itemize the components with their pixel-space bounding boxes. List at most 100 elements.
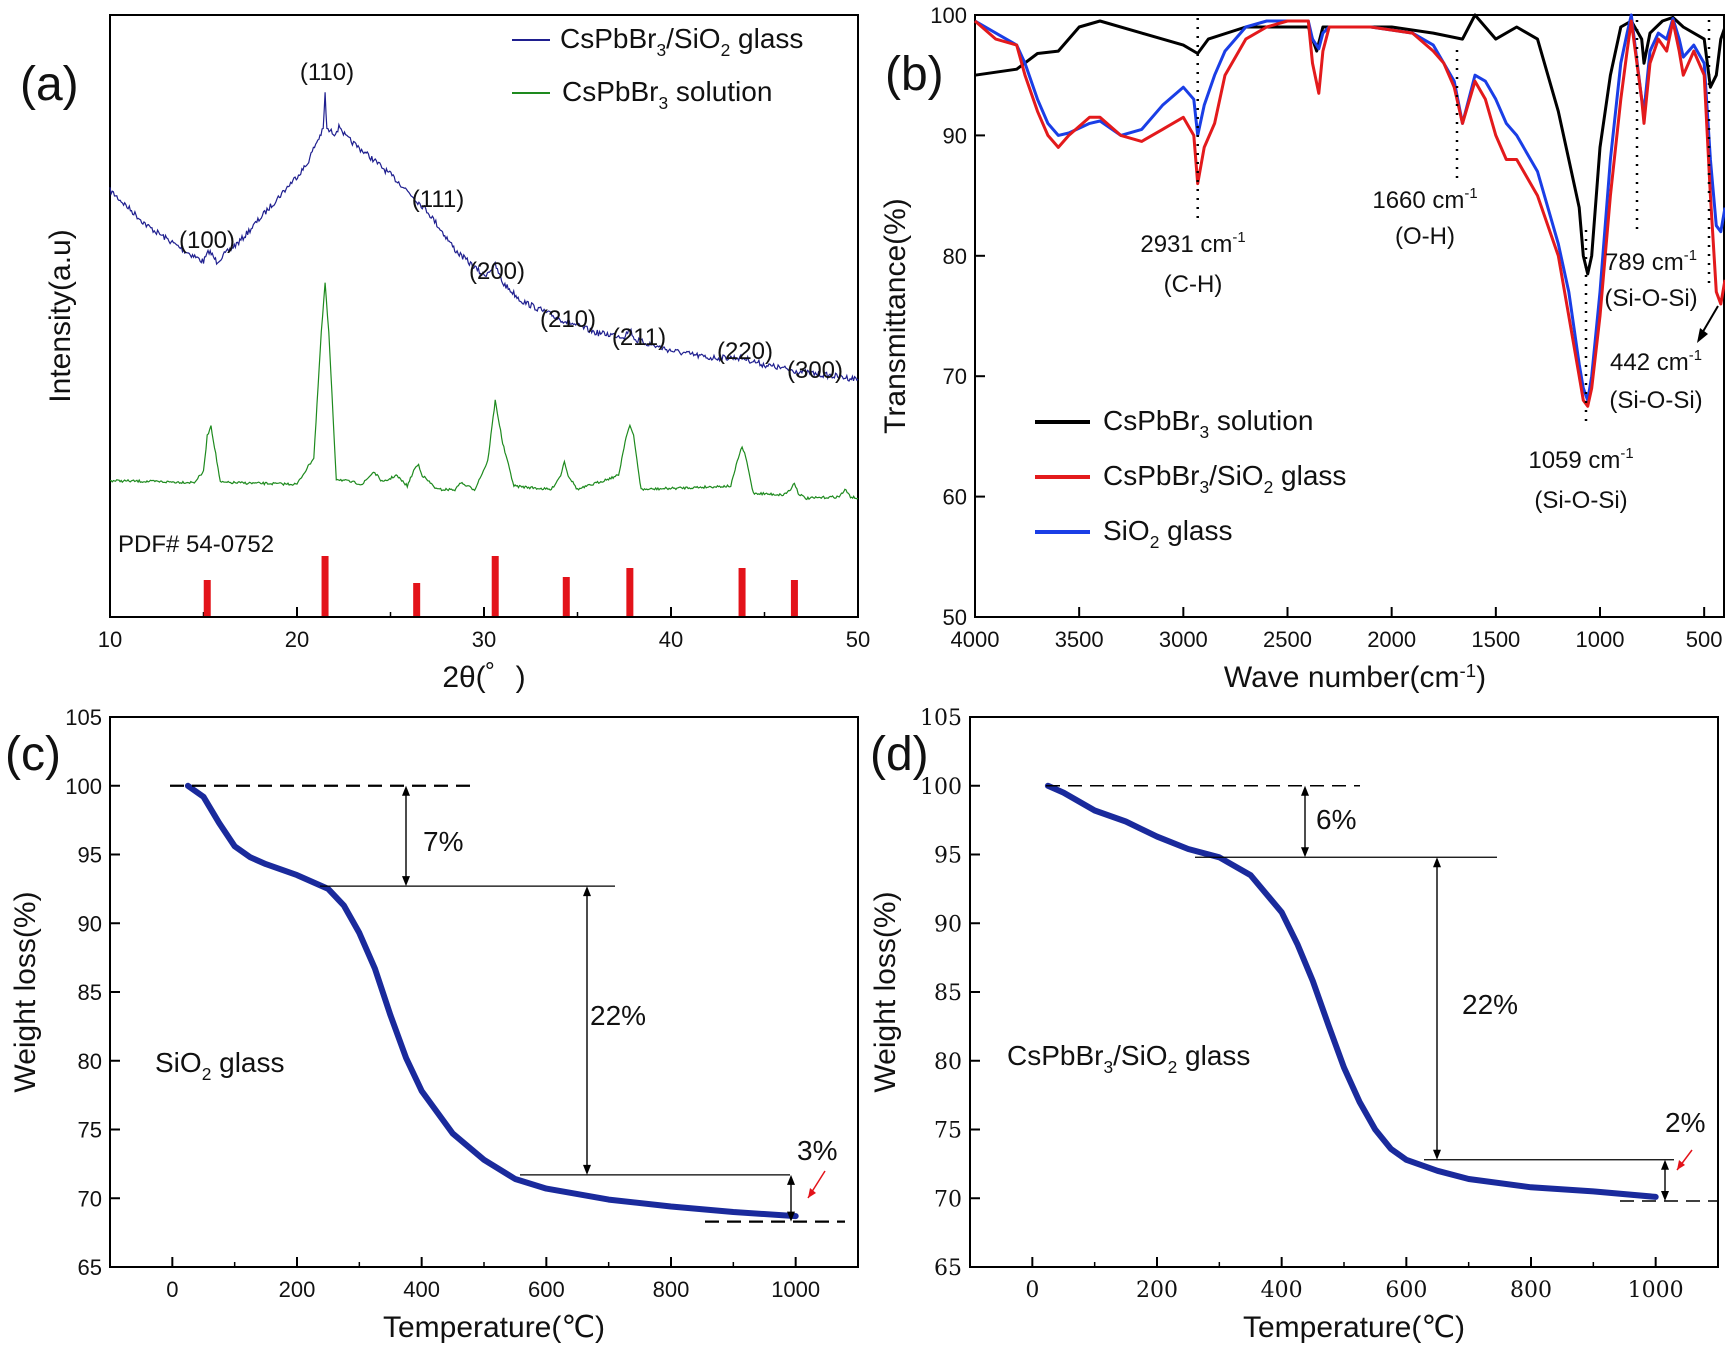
peak-label: (300) (787, 357, 843, 384)
y-tick-label: 70 (934, 1187, 962, 1212)
x-tick-label: 3000 (1159, 627, 1208, 652)
x-tick-label: 800 (1510, 1278, 1552, 1303)
step-label: 6% (1316, 804, 1356, 835)
reference-bar (491, 556, 499, 616)
y-tick-label: 100 (920, 775, 962, 800)
panel-d-tga-cspbbr3: 0 200 400 600 800 1000 65 70 75 80 85 90 95 100 105 Tem… (869, 706, 1719, 1344)
y-tick-label: 75 (78, 1118, 102, 1143)
arrowhead (1661, 1159, 1669, 1170)
series-line-cspbbr3-solution (109, 282, 859, 501)
tga-curve (184, 782, 799, 1220)
annotation-arrowhead (1697, 328, 1708, 343)
reference-bar (321, 556, 329, 616)
annotation-wavenumber: 442 cm-1 (1610, 348, 1702, 376)
x-tick-label: 40 (659, 627, 683, 652)
legend-label: CsPbBr3/SiO2 glass (1103, 460, 1346, 497)
reference-bar (562, 577, 570, 616)
step-label: 3% (797, 1135, 837, 1166)
x-tick-label: 30 (472, 627, 496, 652)
x-tick-label: 20 (285, 627, 309, 652)
x-tick-label: 400 (1261, 1278, 1303, 1303)
peak-label: (110) (300, 59, 354, 86)
arrowhead (402, 785, 410, 796)
x-axis-title: Temperature(℃) (1243, 1311, 1465, 1344)
reference-label: PDF# 54-0752 (118, 531, 274, 558)
y-tick-label: 80 (78, 1049, 102, 1074)
x-tick-label: 200 (1136, 1278, 1178, 1303)
annotation-wavenumber: 1660 cm-1 (1372, 186, 1477, 214)
x-tick-label: 1000 (771, 1277, 820, 1302)
x-tick-label: 200 (279, 1277, 316, 1302)
arrowhead (583, 886, 591, 897)
x-tick-label: 500 (1686, 627, 1723, 652)
peak-label: (200) (469, 258, 525, 285)
y-tick-label: 70 (943, 364, 967, 389)
step-label: 7% (423, 826, 463, 857)
x-tick-label: 800 (653, 1277, 690, 1302)
annotation-wavenumber: 1059 cm-1 (1528, 446, 1633, 474)
series-line-cspbbr3-sio2-glass (974, 19, 1725, 408)
pointer-arrowhead (1677, 1160, 1685, 1170)
arrowhead (787, 1211, 795, 1222)
y-axis-title: Transmittance(%) (879, 198, 912, 434)
y-tick-label: 85 (934, 981, 962, 1006)
arrowhead (787, 1174, 795, 1185)
reference-bar (203, 580, 211, 616)
tga-curve (1044, 782, 1659, 1200)
step-label: 22% (1462, 989, 1518, 1020)
annotation-assignment: (Si-O-Si) (1534, 487, 1627, 514)
annotation-assignment: (O-H) (1395, 223, 1455, 250)
peak-label: (111) (412, 186, 464, 213)
peak-label: (220) (717, 338, 773, 365)
y-tick-label: 65 (934, 1256, 962, 1281)
x-tick-label: 600 (1385, 1278, 1427, 1303)
plot-frame (969, 716, 1719, 1268)
arrowhead (1301, 785, 1309, 796)
arrowhead (1433, 857, 1441, 868)
panel-c-tga-sio2: 0 200 400 600 800 1000 65 70 75 80 85 90 95 100 105 Tem… (5, 705, 859, 1344)
peak-label: (211) (612, 324, 666, 351)
y-tick-label: 75 (934, 1119, 962, 1144)
panel-letter: (b) (885, 48, 944, 101)
y-tick-label: 95 (78, 843, 102, 868)
annotation-arrow (1700, 305, 1719, 336)
arrowhead (1301, 847, 1309, 858)
y-tick-label: 100 (65, 774, 102, 799)
y-axis-title: Weight loss(%) (869, 891, 902, 1092)
x-axis-title: 2θ(゜) (442, 661, 525, 694)
y-tick-label: 90 (943, 123, 967, 148)
y-tick-label: 85 (78, 980, 102, 1005)
reference-bar (738, 568, 746, 616)
annotation-assignment: (Si-O-Si) (1609, 387, 1702, 414)
y-tick-label: 80 (934, 1050, 962, 1075)
panel-a-xrd: 10 20 30 40 50 2θ(゜) Intensity(a.u) (a) PDF# 54-… (20, 14, 870, 694)
y-tick-label: 50 (943, 605, 967, 630)
x-tick-label: 2500 (1263, 627, 1312, 652)
panel-letter: (a) (20, 58, 79, 111)
reference-bar (413, 583, 421, 616)
y-tick-label: 105 (65, 705, 102, 730)
x-axis-title: Wave number(cm-1) (1224, 660, 1486, 694)
legend-label: CsPbBr3/SiO2 glass (560, 23, 803, 60)
x-tick-label: 0 (1025, 1278, 1039, 1303)
x-tick-label: 1000 (1628, 1278, 1684, 1303)
y-tick-label: 100 (930, 3, 967, 28)
arrowhead (583, 1164, 591, 1175)
y-tick-label: 95 (934, 844, 962, 869)
plot-frame (109, 716, 859, 1268)
x-tick-label: 600 (528, 1277, 565, 1302)
y-axis-title: Intensity(a.u) (44, 229, 77, 402)
x-tick-label: 4000 (951, 627, 1000, 652)
y-tick-label: 105 (920, 706, 962, 731)
reference-bar (790, 580, 798, 616)
annotation-assignment: (C-H) (1164, 271, 1223, 298)
annotation-assignment: (Si-O-Si) (1604, 285, 1697, 312)
x-axis-title: Temperature(℃) (383, 1311, 605, 1344)
legend-label: CsPbBr3 solution (562, 76, 772, 113)
x-tick-label: 400 (403, 1277, 440, 1302)
reference-bar (626, 568, 634, 616)
annotation-wavenumber: 2931 cm-1 (1140, 230, 1245, 258)
x-tick-label: 0 (166, 1277, 178, 1302)
step-label: 22% (590, 1000, 646, 1031)
